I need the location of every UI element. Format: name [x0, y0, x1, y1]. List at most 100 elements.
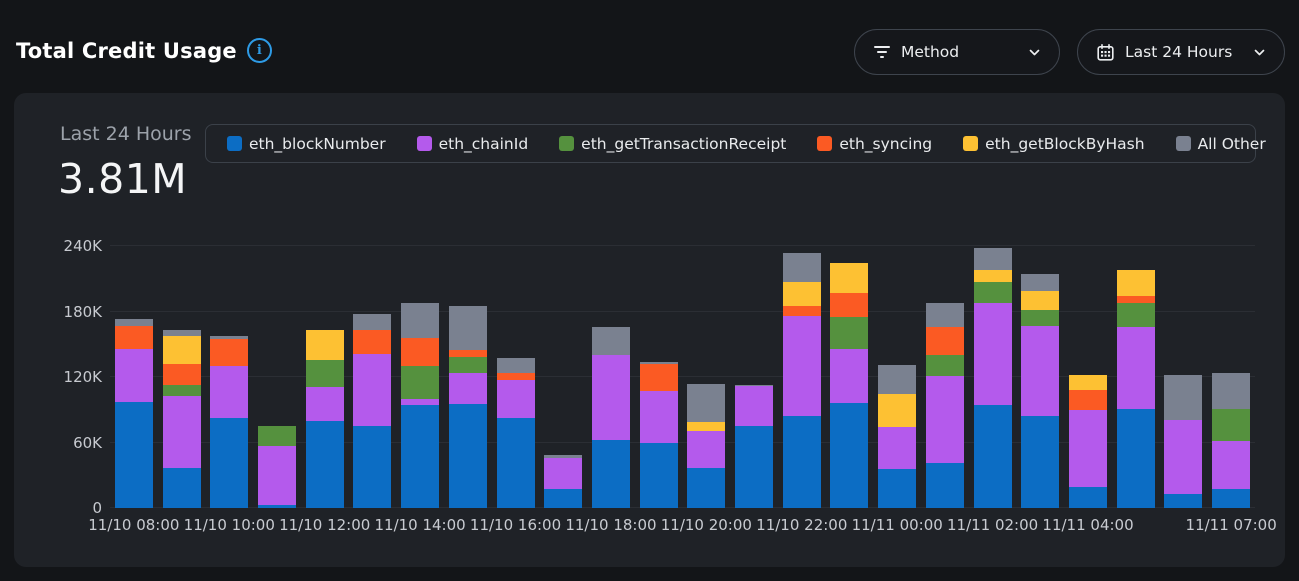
bar-segment[interactable]	[1212, 441, 1251, 490]
bar-segment[interactable]	[162, 363, 201, 385]
bar-segment[interactable]	[257, 445, 296, 505]
bar-segment[interactable]	[1021, 274, 1060, 291]
bar-segment[interactable]	[830, 316, 869, 349]
bar-segment[interactable]	[544, 489, 583, 508]
bar-segment[interactable]	[782, 416, 821, 508]
bar-segment[interactable]	[973, 282, 1012, 303]
stacked-bar[interactable]	[830, 263, 869, 508]
bar-segment[interactable]	[639, 391, 678, 443]
stacked-bar[interactable]	[1212, 372, 1251, 508]
stacked-bar[interactable]	[591, 326, 630, 508]
bar-segment[interactable]	[782, 282, 821, 307]
method-filter-dropdown[interactable]: Method	[854, 29, 1060, 75]
bar-segment[interactable]	[496, 418, 535, 508]
bar-segment[interactable]	[925, 326, 964, 356]
stacked-bar[interactable]	[973, 248, 1012, 508]
bar-segment[interactable]	[639, 361, 678, 364]
bar-segment[interactable]	[1116, 408, 1155, 508]
bar-segment[interactable]	[639, 363, 678, 392]
bar-segment[interactable]	[687, 421, 726, 431]
bar-segment[interactable]	[1212, 408, 1251, 442]
bar-segment[interactable]	[496, 358, 535, 373]
bar-segment[interactable]	[257, 426, 296, 446]
bar-segment[interactable]	[1212, 372, 1251, 409]
stacked-bar[interactable]	[401, 302, 440, 508]
bar-segment[interactable]	[830, 403, 869, 508]
bar-segment[interactable]	[257, 504, 296, 508]
bar-segment[interactable]	[1021, 325, 1060, 417]
bar-segment[interactable]	[1021, 290, 1060, 311]
bar-segment[interactable]	[687, 430, 726, 468]
bar-segment[interactable]	[448, 404, 487, 508]
bar-segment[interactable]	[782, 252, 821, 283]
bar-segment[interactable]	[448, 349, 487, 358]
stacked-bar[interactable]	[782, 252, 821, 508]
bar-segment[interactable]	[1212, 489, 1251, 508]
bar-segment[interactable]	[1116, 296, 1155, 303]
bar-segment[interactable]	[1069, 409, 1108, 488]
bar-segment[interactable]	[162, 467, 201, 508]
bar-segment[interactable]	[210, 366, 249, 419]
stacked-bar[interactable]	[210, 335, 249, 508]
bar-segment[interactable]	[353, 330, 392, 355]
stacked-bar[interactable]	[639, 361, 678, 508]
legend-item[interactable]: eth_getTransactionReceipt	[559, 135, 786, 153]
bar-segment[interactable]	[305, 330, 344, 360]
stacked-bar[interactable]	[925, 302, 964, 508]
bar-segment[interactable]	[878, 394, 917, 428]
bar-segment[interactable]	[687, 383, 726, 422]
bar-segment[interactable]	[496, 380, 535, 419]
stacked-bar[interactable]	[257, 426, 296, 508]
stacked-bar[interactable]	[1164, 374, 1203, 508]
bar-segment[interactable]	[114, 319, 153, 326]
bar-segment[interactable]	[401, 337, 440, 367]
bar-segment[interactable]	[925, 355, 964, 376]
bar-segment[interactable]	[925, 463, 964, 508]
bar-segment[interactable]	[973, 302, 1012, 406]
bar-segment[interactable]	[162, 335, 201, 364]
bar-segment[interactable]	[639, 442, 678, 508]
bar-segment[interactable]	[591, 326, 630, 356]
bar-segment[interactable]	[1021, 310, 1060, 326]
bar-segment[interactable]	[878, 427, 917, 469]
bar-segment[interactable]	[925, 302, 964, 327]
stacked-bar[interactable]	[1116, 270, 1155, 508]
stacked-bar[interactable]	[1069, 374, 1108, 508]
stacked-bar[interactable]	[448, 306, 487, 508]
bar-segment[interactable]	[353, 426, 392, 508]
bar-segment[interactable]	[496, 372, 535, 381]
stacked-bar[interactable]	[305, 330, 344, 508]
bar-segment[interactable]	[687, 467, 726, 508]
bar-segment[interactable]	[305, 359, 344, 387]
bar-segment[interactable]	[591, 440, 630, 508]
bar-segment[interactable]	[162, 384, 201, 396]
bar-segment[interactable]	[114, 325, 153, 349]
bar-segment[interactable]	[162, 395, 201, 468]
bar-segment[interactable]	[448, 306, 487, 350]
bar-segment[interactable]	[353, 313, 392, 331]
bar-segment[interactable]	[782, 306, 821, 316]
bar-segment[interactable]	[1164, 493, 1203, 508]
time-range-dropdown[interactable]: Last 24 Hours	[1077, 29, 1285, 75]
stacked-bar[interactable]	[353, 313, 392, 508]
bar-segment[interactable]	[1069, 374, 1108, 391]
bar-segment[interactable]	[878, 468, 917, 508]
bar-segment[interactable]	[162, 330, 201, 336]
bar-segment[interactable]	[1164, 419, 1203, 494]
bar-segment[interactable]	[878, 365, 917, 395]
bar-segment[interactable]	[544, 457, 583, 490]
bar-segment[interactable]	[925, 375, 964, 464]
stacked-bar[interactable]	[114, 319, 153, 508]
bar-segment[interactable]	[830, 292, 869, 317]
info-icon[interactable]: i	[246, 38, 272, 63]
stacked-bar[interactable]	[162, 330, 201, 508]
bar-segment[interactable]	[591, 355, 630, 441]
bar-segment[interactable]	[973, 248, 1012, 271]
stacked-bar[interactable]	[878, 365, 917, 508]
bar-segment[interactable]	[735, 384, 774, 386]
bar-segment[interactable]	[305, 386, 344, 421]
legend-item[interactable]: eth_blockNumber	[227, 135, 386, 153]
bar-segment[interactable]	[735, 426, 774, 508]
bar-segment[interactable]	[305, 420, 344, 508]
bar-segment[interactable]	[448, 372, 487, 405]
